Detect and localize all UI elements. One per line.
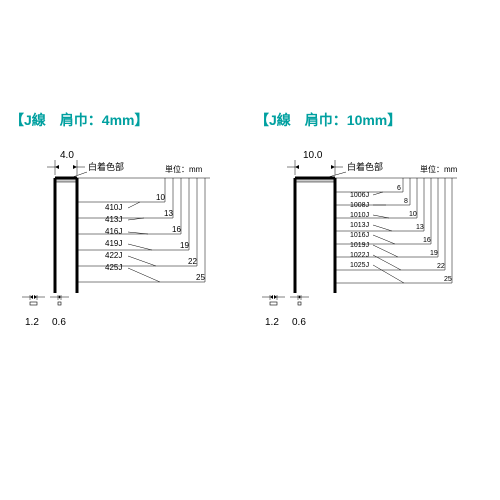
wire-t-left: 0.6 bbox=[52, 317, 66, 328]
model-left-5: 425J bbox=[105, 263, 122, 272]
len-right-1: 8 bbox=[404, 198, 408, 205]
len-right-3: 13 bbox=[416, 224, 424, 231]
model-right-4: 1016J bbox=[350, 232, 369, 239]
len-left-4: 22 bbox=[188, 257, 197, 266]
panel-left: 【J線 肩巾：4mm】 4.0 白着色部 単位：mm bbox=[10, 110, 240, 345]
model-left-3: 419J bbox=[105, 239, 122, 248]
callout-right: 白着色部 bbox=[347, 161, 383, 172]
cross-section-left bbox=[22, 295, 69, 305]
model-left-2: 416J bbox=[105, 227, 122, 236]
cross-section-right bbox=[262, 295, 309, 305]
len-right-4: 16 bbox=[423, 237, 431, 244]
title-left: 【J線 肩巾：4mm】 bbox=[10, 110, 240, 130]
len-right-7: 25 bbox=[444, 276, 452, 283]
title-right: 【J線 肩巾：10mm】 bbox=[255, 110, 495, 130]
panel-right: 【J線 肩巾：10mm】 10.0 白着色部 単位：mm bbox=[255, 110, 495, 345]
model-right-3: 1013J bbox=[350, 222, 369, 229]
model-left-4: 422J bbox=[105, 251, 122, 260]
callout-left: 白着色部 bbox=[88, 161, 124, 172]
len-right-6: 22 bbox=[437, 263, 445, 270]
model-right-0: 1006J bbox=[350, 192, 369, 199]
len-left-5: 25 bbox=[196, 273, 205, 282]
wire-w-left: 1.2 bbox=[25, 317, 39, 328]
len-left-3: 19 bbox=[180, 241, 189, 250]
unit-right: 単位：mm bbox=[420, 164, 458, 174]
model-right-6: 1022J bbox=[350, 252, 369, 259]
diagram-left: 4.0 白着色部 単位：mm bbox=[10, 130, 240, 340]
crown-width-left: 4.0 bbox=[60, 150, 74, 161]
model-right-2: 1010J bbox=[350, 212, 369, 219]
unit-left: 単位：mm bbox=[165, 164, 203, 174]
model-right-7: 1025J bbox=[350, 262, 369, 269]
diagram-right: 10.0 白着色部 単位：mm bbox=[255, 130, 495, 340]
crown-width-right: 10.0 bbox=[303, 150, 323, 161]
wire-w-right: 1.2 bbox=[265, 317, 279, 328]
len-left-1: 13 bbox=[164, 209, 173, 218]
model-left-1: 413J bbox=[105, 215, 122, 224]
len-right-5: 19 bbox=[430, 250, 438, 257]
model-left-0: 410J bbox=[105, 203, 122, 212]
model-right-5: 1019J bbox=[350, 242, 369, 249]
len-left-0: 10 bbox=[156, 193, 165, 202]
len-left-2: 16 bbox=[172, 225, 181, 234]
len-right-2: 10 bbox=[409, 211, 417, 218]
len-right-0: 6 bbox=[397, 185, 401, 192]
wire-t-right: 0.6 bbox=[292, 317, 306, 328]
model-right-1: 1008J bbox=[350, 202, 369, 209]
